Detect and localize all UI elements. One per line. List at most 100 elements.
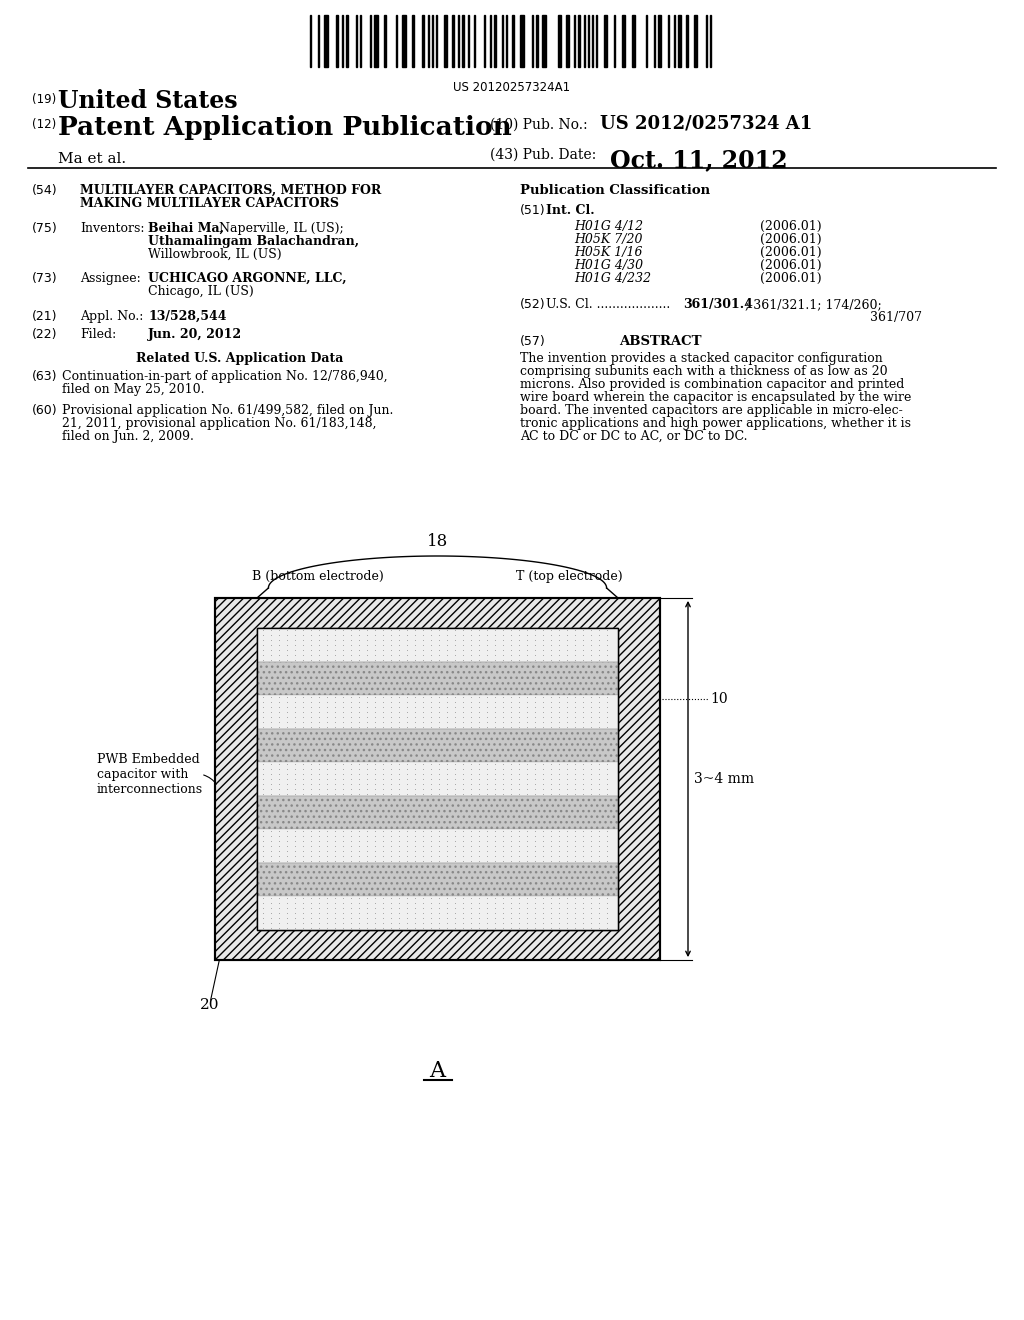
Text: H05K 7/20: H05K 7/20 xyxy=(574,234,642,246)
Text: (12): (12) xyxy=(32,117,56,131)
Text: (2006.01): (2006.01) xyxy=(760,272,821,285)
Text: 361/707: 361/707 xyxy=(870,312,922,323)
Text: The invention provides a stacked capacitor configuration: The invention provides a stacked capacit… xyxy=(520,352,883,366)
Text: Assignee:: Assignee: xyxy=(80,272,140,285)
Bar xyxy=(257,829,618,863)
Text: 21, 2011, provisional application No. 61/183,148,: 21, 2011, provisional application No. 61… xyxy=(62,417,377,430)
Bar xyxy=(257,729,618,762)
Text: Inventors:: Inventors: xyxy=(80,222,144,235)
Bar xyxy=(257,796,618,829)
Bar xyxy=(257,896,618,931)
Text: (21): (21) xyxy=(32,310,57,323)
Text: Beihai Ma,: Beihai Ma, xyxy=(148,222,224,235)
Bar xyxy=(604,15,607,67)
Text: (10) Pub. No.:: (10) Pub. No.: xyxy=(490,117,588,132)
Text: (54): (54) xyxy=(32,183,57,197)
Bar xyxy=(558,15,561,67)
Bar xyxy=(257,863,618,896)
Text: (19): (19) xyxy=(32,92,56,106)
Bar xyxy=(257,628,618,661)
Bar xyxy=(324,15,328,67)
Text: filed on Jun. 2, 2009.: filed on Jun. 2, 2009. xyxy=(62,430,194,444)
Bar xyxy=(536,15,538,67)
Text: H01G 4/30: H01G 4/30 xyxy=(574,259,643,272)
Text: (60): (60) xyxy=(32,404,57,417)
Text: comprising subunits each with a thickness of as low as 20: comprising subunits each with a thicknes… xyxy=(520,366,888,378)
Text: United States: United States xyxy=(58,88,238,114)
Text: wire board wherein the capacitor is encapsulated by the wire: wire board wherein the capacitor is enca… xyxy=(520,391,911,404)
Bar xyxy=(346,15,348,67)
Bar xyxy=(520,15,524,67)
Text: tronic applications and high power applications, whether it is: tronic applications and high power appli… xyxy=(520,417,911,430)
Bar xyxy=(622,15,625,67)
Text: Oct. 11, 2012: Oct. 11, 2012 xyxy=(610,148,787,172)
Text: Provisional application No. 61/499,582, filed on Jun.: Provisional application No. 61/499,582, … xyxy=(62,404,393,417)
Bar xyxy=(444,15,447,67)
Text: 20: 20 xyxy=(200,998,219,1012)
Text: (75): (75) xyxy=(32,222,57,235)
Bar xyxy=(686,15,688,67)
Bar xyxy=(374,15,378,67)
Text: A: A xyxy=(429,1060,445,1082)
Bar xyxy=(542,15,546,67)
Bar xyxy=(452,15,454,67)
Text: filed on May 25, 2010.: filed on May 25, 2010. xyxy=(62,383,205,396)
Bar xyxy=(402,15,406,67)
Bar xyxy=(215,598,660,960)
Text: Filed:: Filed: xyxy=(80,327,117,341)
Text: H05K 1/16: H05K 1/16 xyxy=(574,246,642,259)
Bar xyxy=(658,15,662,67)
Text: 361/301.4: 361/301.4 xyxy=(683,298,753,312)
Text: board. The invented capacitors are applicable in micro-elec-: board. The invented capacitors are appli… xyxy=(520,404,903,417)
Bar xyxy=(422,15,424,67)
Text: T (top electrode): T (top electrode) xyxy=(516,570,623,583)
Bar xyxy=(412,15,414,67)
Text: (43) Pub. Date:: (43) Pub. Date: xyxy=(490,148,596,162)
Text: AC to DC or DC to AC, or DC to DC.: AC to DC or DC to AC, or DC to DC. xyxy=(520,430,748,444)
Bar xyxy=(257,628,618,931)
Bar xyxy=(462,15,464,67)
Text: US 20120257324A1: US 20120257324A1 xyxy=(454,81,570,94)
Text: US 2012/0257324 A1: US 2012/0257324 A1 xyxy=(600,115,812,133)
Text: (51): (51) xyxy=(520,205,546,216)
Text: UCHICAGO ARGONNE, LLC,: UCHICAGO ARGONNE, LLC, xyxy=(148,272,347,285)
Text: Jun. 20, 2012: Jun. 20, 2012 xyxy=(148,327,242,341)
Text: Publication Classification: Publication Classification xyxy=(520,183,710,197)
Bar xyxy=(494,15,496,67)
Text: 13/528,544: 13/528,544 xyxy=(148,310,226,323)
Text: Willowbrook, IL (US): Willowbrook, IL (US) xyxy=(148,248,282,261)
Text: (22): (22) xyxy=(32,327,57,341)
Text: 10: 10 xyxy=(710,693,728,706)
Text: MAKING MULTILAYER CAPACITORS: MAKING MULTILAYER CAPACITORS xyxy=(80,197,339,210)
Text: Naperville, IL (US);: Naperville, IL (US); xyxy=(215,222,344,235)
Text: (2006.01): (2006.01) xyxy=(760,220,821,234)
Text: 3~4 mm: 3~4 mm xyxy=(694,772,754,785)
Text: ABSTRACT: ABSTRACT xyxy=(618,335,701,348)
Bar xyxy=(566,15,569,67)
Text: (2006.01): (2006.01) xyxy=(760,234,821,246)
Text: (2006.01): (2006.01) xyxy=(760,246,821,259)
Text: H01G 4/12: H01G 4/12 xyxy=(574,220,643,234)
Bar xyxy=(257,661,618,696)
Text: Patent Application Publication: Patent Application Publication xyxy=(58,115,512,140)
Text: Continuation-in-part of application No. 12/786,940,: Continuation-in-part of application No. … xyxy=(62,370,388,383)
Text: (52): (52) xyxy=(520,298,546,312)
Text: (73): (73) xyxy=(32,272,57,285)
Text: Appl. No.:: Appl. No.: xyxy=(80,310,143,323)
Text: (63): (63) xyxy=(32,370,57,383)
Bar xyxy=(257,628,618,931)
Text: (57): (57) xyxy=(520,335,546,348)
Text: MULTILAYER CAPACITORS, METHOD FOR: MULTILAYER CAPACITORS, METHOD FOR xyxy=(80,183,381,197)
Text: B (bottom electrode): B (bottom electrode) xyxy=(252,570,384,583)
Text: 18: 18 xyxy=(427,533,449,550)
Bar xyxy=(257,863,618,896)
Text: Chicago, IL (US): Chicago, IL (US) xyxy=(148,285,254,298)
Text: H01G 4/232: H01G 4/232 xyxy=(574,272,651,285)
Bar xyxy=(257,661,618,696)
Text: microns. Also provided is combination capacitor and printed: microns. Also provided is combination ca… xyxy=(520,378,904,391)
Bar xyxy=(678,15,681,67)
Text: PWB Embedded
capacitor with
interconnections: PWB Embedded capacitor with interconnect… xyxy=(97,752,203,796)
Bar xyxy=(336,15,338,67)
Text: ; 361/321.1; 174/260;: ; 361/321.1; 174/260; xyxy=(745,298,882,312)
Text: U.S. Cl. ...................: U.S. Cl. ................... xyxy=(546,298,674,312)
